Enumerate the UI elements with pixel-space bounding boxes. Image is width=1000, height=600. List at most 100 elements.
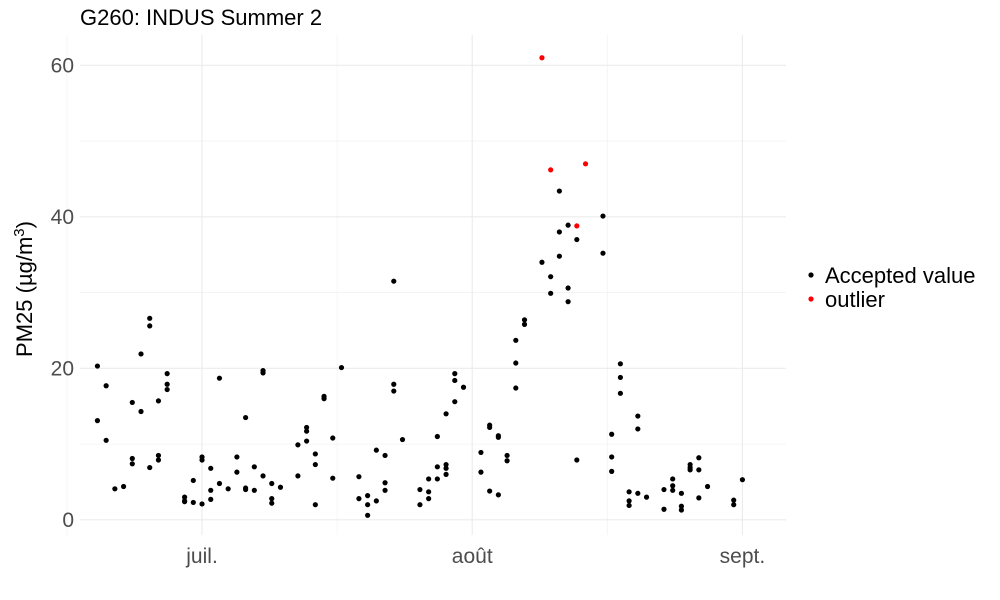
data-point: [495, 434, 501, 440]
data-point: [635, 490, 641, 496]
y-axis-ticks: 0 20 40 60: [51, 54, 74, 532]
x-tick-label: août: [452, 545, 493, 568]
data-point: [208, 487, 214, 493]
series-outlier: [539, 55, 589, 229]
data-point: [609, 431, 615, 437]
data-point: [504, 452, 510, 459]
y-tick-label: 20: [51, 357, 74, 380]
data-point: [487, 424, 493, 431]
y-tick-label: 0: [62, 509, 74, 532]
data-point: [216, 375, 223, 381]
data-point: [460, 384, 467, 390]
data-point: [548, 290, 554, 296]
data-point: [513, 385, 519, 391]
data-point: [112, 486, 118, 492]
data-point: [434, 433, 440, 440]
data-point: [696, 495, 702, 501]
data-point: [277, 484, 284, 490]
data-point: [304, 438, 310, 444]
data-point: [321, 393, 327, 399]
legend-key: [808, 272, 814, 278]
data-point: [138, 351, 144, 357]
data-point: [670, 483, 676, 489]
data-point: [330, 435, 336, 441]
data-point: [382, 452, 388, 459]
data-point: [670, 487, 676, 493]
data-point: [600, 250, 606, 256]
data-point: [417, 502, 423, 508]
data-point: [190, 499, 196, 506]
data-point: [365, 502, 371, 508]
data-point: [600, 213, 606, 219]
data-point: [426, 476, 432, 482]
data-point: [513, 337, 519, 343]
grid: [66, 35, 786, 535]
data-point: [155, 452, 162, 459]
data-point: [452, 377, 458, 384]
data-point: [582, 161, 589, 167]
data-point: [295, 442, 301, 448]
data-point: [731, 502, 737, 508]
data-point: [138, 408, 144, 415]
data-point: [234, 454, 240, 460]
y-tick-label: 60: [51, 54, 74, 77]
data-point: [164, 386, 170, 393]
y-axis-label: PM25 (µg/m3): [11, 221, 37, 357]
legend-item: Accepted value: [808, 263, 975, 288]
data-point: [478, 469, 484, 475]
data-point: [417, 486, 423, 493]
data-point: [391, 381, 397, 387]
data-point: [365, 512, 371, 518]
data-point: [696, 467, 702, 473]
data-point: [94, 418, 101, 424]
legend-label: Accepted value: [825, 263, 975, 288]
data-point: [155, 457, 162, 463]
data-point: [365, 493, 371, 499]
data-point: [129, 461, 135, 467]
data-point: [678, 507, 685, 513]
data-point: [373, 447, 379, 453]
data-point: [269, 496, 275, 502]
data-point: [382, 480, 388, 486]
data-point: [147, 315, 153, 321]
data-point: [338, 364, 345, 371]
data-point: [103, 437, 109, 443]
data-point: [147, 464, 153, 471]
data-point: [539, 259, 545, 265]
data-point: [373, 498, 379, 504]
data-point: [556, 229, 562, 235]
x-axis-ticks: juil. août sept.: [185, 545, 765, 568]
legend-key: [808, 296, 814, 302]
data-point: [391, 388, 397, 394]
data-point: [243, 414, 249, 421]
x-tick-label: juil.: [185, 545, 218, 568]
data-point: [731, 497, 737, 503]
data-point: [521, 321, 528, 327]
data-point: [574, 457, 580, 463]
data-point: [574, 236, 580, 243]
data-point: [487, 488, 493, 494]
data-point: [147, 323, 153, 329]
data-point: [635, 426, 641, 432]
data-point: [234, 469, 240, 475]
data-point: [565, 222, 571, 228]
data-point: [208, 496, 214, 502]
data-point: [243, 486, 249, 493]
data-point: [687, 464, 693, 471]
y-axis-label-superscript: 3: [11, 228, 28, 236]
legend-label: outlier: [825, 287, 885, 312]
data-point: [225, 486, 231, 492]
data-point: [495, 492, 501, 498]
data-point: [678, 503, 685, 509]
x-tick-label: sept.: [720, 545, 766, 568]
data-point: [521, 317, 528, 323]
data-point: [443, 411, 449, 417]
data-point: [312, 461, 318, 468]
data-point: [661, 486, 667, 493]
data-point: [609, 454, 615, 460]
data-point: [312, 451, 318, 457]
data-point: [260, 473, 266, 479]
data-point: [635, 413, 641, 419]
